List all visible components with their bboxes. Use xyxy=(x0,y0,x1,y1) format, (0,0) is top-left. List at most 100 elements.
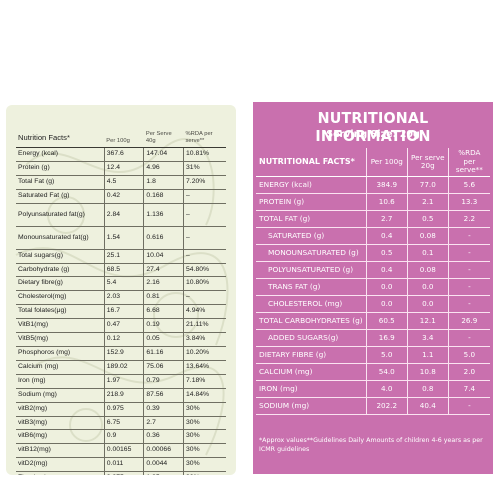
nutrient-label: vitD2(mg) xyxy=(16,457,105,473)
rda-value: 3.84% xyxy=(183,332,226,347)
nutrient-label: MONOUNSATURATED (g) xyxy=(256,244,367,262)
serving-size: Serving Size: 20g xyxy=(326,129,420,140)
nutrient-label: VitB5(mg) xyxy=(16,332,105,347)
per-100g-value: 367.6 xyxy=(104,147,145,162)
nutrient-label: Total Fat (g) xyxy=(16,175,105,190)
nutrient-label: TOTAL FAT (g) xyxy=(256,210,367,228)
right-col-header-facts: NUTRITIONAL FACTS* xyxy=(256,148,367,177)
rda-value: - xyxy=(448,244,490,262)
per-100g-value: 202.2 xyxy=(366,397,408,415)
per-serve-value: 0.0 xyxy=(407,278,449,296)
nutrient-label: Energy (kcal) xyxy=(16,147,105,162)
per-100g-value: 0.0 xyxy=(366,278,408,296)
left-nutrition-panel: Nutrition Facts* Per 100g Per Serve 40g … xyxy=(6,105,236,475)
rda-value: – xyxy=(183,203,226,227)
nutrient-label: Carbohydrate (g) xyxy=(16,263,105,278)
per-serve-value: 2.1 xyxy=(407,193,449,211)
rda-value: 30% xyxy=(183,443,226,459)
rda-value: 4.94% xyxy=(183,304,226,320)
nutrient-label: IRON (mg) xyxy=(256,380,367,398)
table-row: TOTAL CARBOHYDRATES (g) 60.5 12.1 26.9 xyxy=(256,312,490,330)
nutrient-label: Iron (mg) xyxy=(16,374,105,389)
table-header-row: Nutrition Facts* Per 100g Per Serve 40g … xyxy=(16,115,226,148)
per-100g-value: 5.4 xyxy=(104,276,145,292)
table-row: Saturated Fat (g) 0.42 0.168– xyxy=(16,189,226,204)
rda-value: – xyxy=(183,226,226,250)
nutrient-label: Total sugars(g) xyxy=(16,249,105,264)
per-serve-value: 0.19 xyxy=(143,318,185,334)
table-row: Protein (g) 12.4 4.96 31% xyxy=(16,161,226,176)
rda-value: - xyxy=(448,295,490,313)
rda-value: 5.6 xyxy=(448,176,490,194)
table-row: VitB5(mg) 0.12 0.05 3.84% xyxy=(16,332,226,347)
rda-value: 31% xyxy=(183,161,226,176)
per-100g-value: 25.1 xyxy=(104,249,145,264)
left-col-header-rda: %RDA per serve** xyxy=(183,115,226,148)
per-100g-value: 2.84 xyxy=(104,203,145,227)
right-nutrition-table: NUTRITIONAL FACTS* Per 100g Per serve 20… xyxy=(256,148,490,415)
table-row: Polyunsaturated fat(g) 2.84 1.136– xyxy=(16,203,226,227)
per-100g-value: 4.0 xyxy=(366,380,408,398)
nutrient-label: Dietary fibre(g) xyxy=(16,276,105,292)
per-serve-value: 0.08 xyxy=(407,261,449,279)
nutrient-label: vitB12(mg) xyxy=(16,443,105,459)
table-row: Zinc (mg)3.3751.3530% xyxy=(16,471,226,475)
right-panel-title: NUTRITIONAL INFORMATION xyxy=(315,109,431,145)
per-serve-value: 6.68 xyxy=(143,304,185,320)
table-row: SODIUM (mg) 202.2 40.4- xyxy=(256,397,490,415)
right-nutrition-panel: NUTRITIONAL INFORMATION Serving Size: 20… xyxy=(253,102,493,474)
per-100g-value: 0.975 xyxy=(104,402,145,417)
nutrient-label: Monounsaturated fat(g) xyxy=(16,226,105,250)
nutrient-label: POLYUNSATURATED (g) xyxy=(256,261,367,279)
nutrient-label: vitB3(mg) xyxy=(16,416,105,431)
table-row: DIETARY FIBRE (g) 5.0 1.1 5.0 xyxy=(256,346,490,364)
per-serve-value: 0.5 xyxy=(407,210,449,228)
per-serve-value: 1.1 xyxy=(407,346,449,364)
per-serve-value: 75.06 xyxy=(143,360,185,375)
rda-value: 13.3 xyxy=(448,193,490,211)
per-100g-value: 0.011 xyxy=(104,457,145,473)
nutrient-label: Protein (g) xyxy=(16,161,105,176)
per-serve-value: 0.05 xyxy=(143,332,185,347)
nutrient-label: vitB6(mg) xyxy=(16,429,105,445)
table-row: TRANS FAT (g) 0.0 0.0- xyxy=(256,278,490,296)
table-row: Energy (kcal) 367.6 147.04 10.81% xyxy=(16,147,226,162)
per-serve-value: 3.4 xyxy=(407,329,449,347)
table-row: POLYUNSATURATED (g) 0.4 0.08- xyxy=(256,261,490,279)
per-serve-value: 40.4 xyxy=(407,397,449,415)
nutrient-label: Cholesterol(mg) xyxy=(16,290,105,306)
per-serve-value: 0.1 xyxy=(407,244,449,262)
nutrient-label: CHOLESTEROL (mg) xyxy=(256,295,367,313)
left-col-header-per100: Per 100g xyxy=(104,115,144,148)
rda-value: 30% xyxy=(183,402,226,417)
table-row: ENERGY (kcal) 384.9 77.0 5.6 xyxy=(256,176,490,194)
per-serve-value: 10.8 xyxy=(407,363,449,381)
per-100g-value: 0.4 xyxy=(366,261,408,279)
rda-value: 30% xyxy=(183,416,226,431)
per-serve-value: 147.04 xyxy=(143,147,185,162)
per-serve-value: 61.16 xyxy=(143,346,185,361)
table-row: Dietary fibre(g) 5.4 2.16 10.80% xyxy=(16,276,226,292)
per-serve-value: 77.0 xyxy=(407,176,449,194)
rda-value: 13.64% xyxy=(183,360,226,375)
rda-value: - xyxy=(448,397,490,415)
rda-value: 5.0 xyxy=(448,346,490,364)
per-100g-value: 1.97 xyxy=(104,374,145,389)
per-100g-value: 54.0 xyxy=(366,363,408,381)
nutrient-label: SATURATED (g) xyxy=(256,227,367,245)
rda-value: 30% xyxy=(183,471,226,475)
nutrient-label: VitB1(mg) xyxy=(16,318,105,334)
nutrient-label: Saturated Fat (g) xyxy=(16,189,105,204)
per-serve-value: 0.39 xyxy=(143,402,185,417)
rda-value: 21.11% xyxy=(183,318,226,334)
per-serve-value: 0.0044 xyxy=(143,457,185,473)
per-100g-value: 3.375 xyxy=(104,471,145,475)
table-row: MONOUNSATURATED (g) 0.5 0.1- xyxy=(256,244,490,262)
rda-value: - xyxy=(448,278,490,296)
nutrient-label: DIETARY FIBRE (g) xyxy=(256,346,367,364)
nutrient-label: SODIUM (mg) xyxy=(256,397,367,415)
rda-value: 2.2 xyxy=(448,210,490,228)
rda-value: 7.4 xyxy=(448,380,490,398)
left-table-title: Nutrition Facts* xyxy=(16,115,105,148)
nutrient-label: PROTEIN (g) xyxy=(256,193,367,211)
